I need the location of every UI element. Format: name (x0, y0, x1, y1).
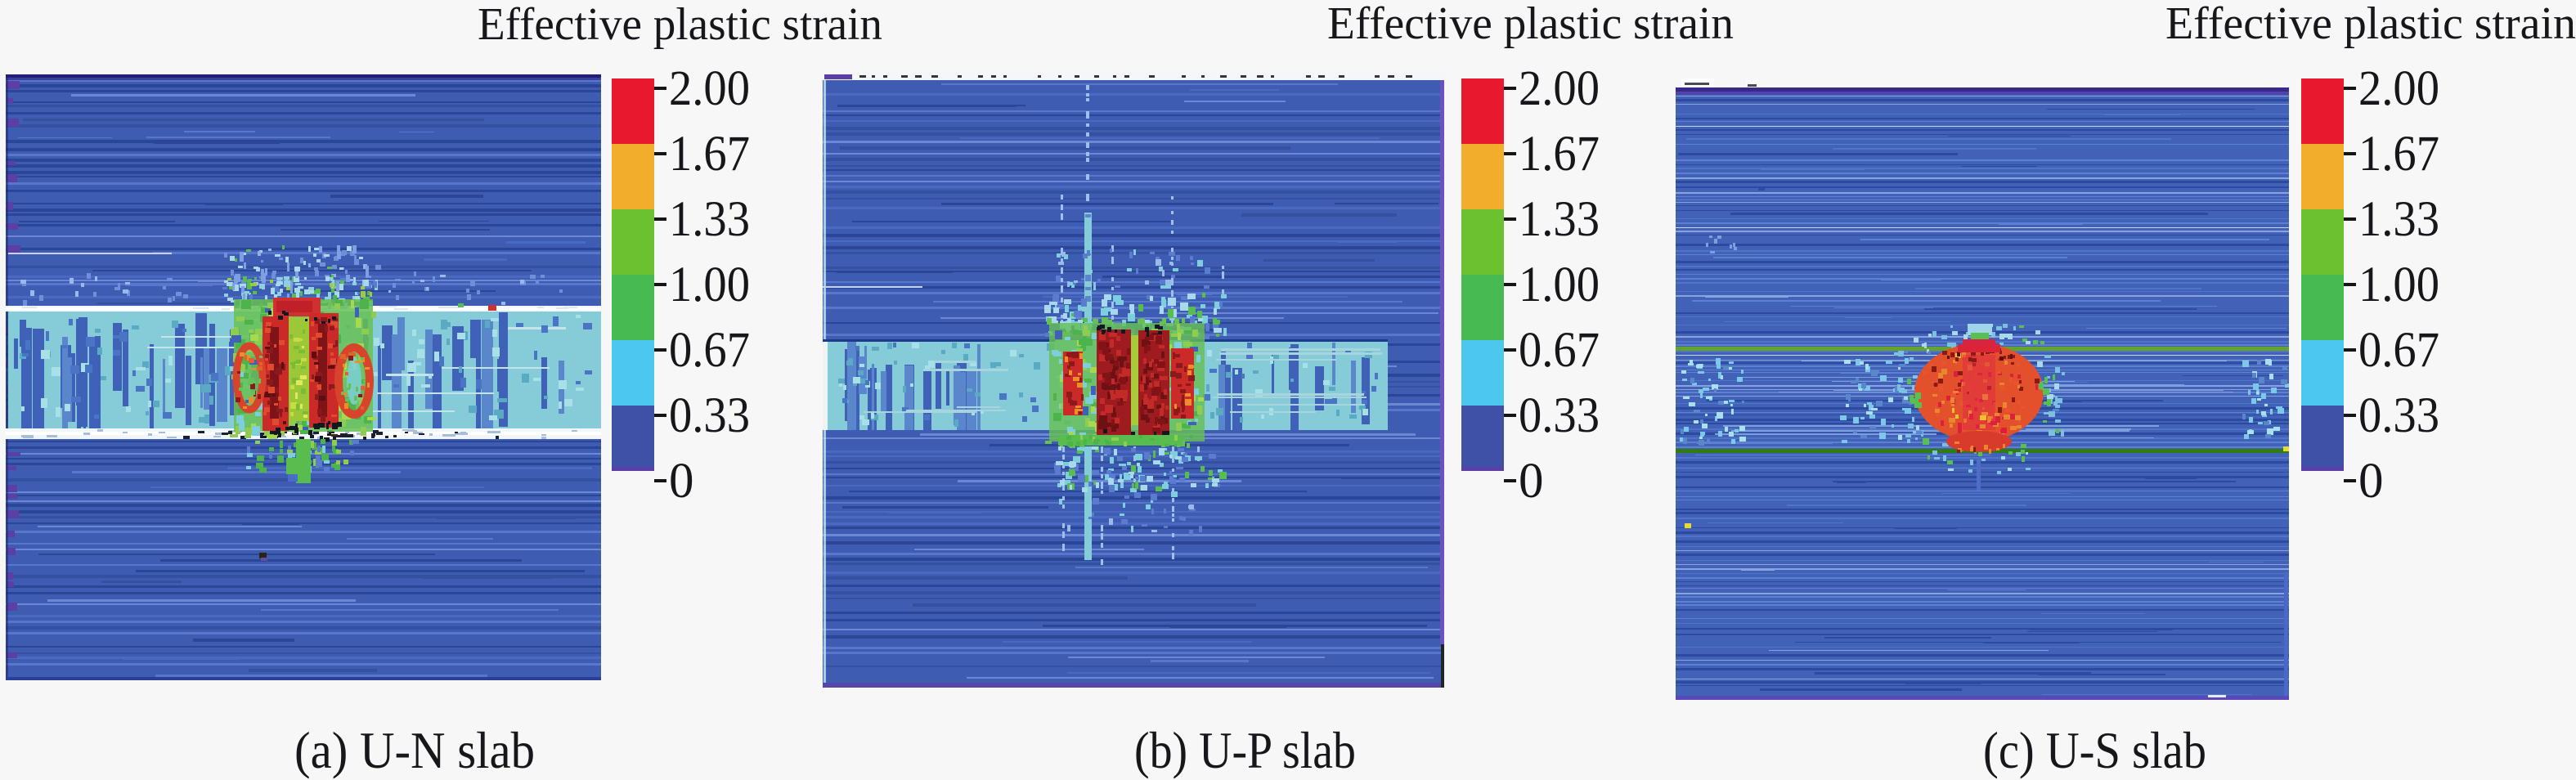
svg-text:0.33: 0.33 (2358, 388, 2439, 443)
svg-text:(c) U-S slab: (c) U-S slab (1983, 722, 2206, 779)
svg-text:(b) U-P slab: (b) U-P slab (1134, 722, 1356, 779)
svg-text:1.00: 1.00 (669, 258, 750, 312)
svg-text:1.00: 1.00 (2358, 258, 2439, 312)
svg-text:Effective plastic strain: Effective plastic strain (2165, 0, 2576, 49)
svg-text:1.67: 1.67 (2358, 127, 2439, 182)
svg-text:2.00: 2.00 (669, 61, 750, 116)
svg-text:2.00: 2.00 (1519, 61, 1600, 116)
svg-text:0.33: 0.33 (1519, 388, 1600, 443)
svg-text:0.33: 0.33 (669, 388, 750, 443)
svg-text:1.00: 1.00 (1519, 258, 1600, 312)
svg-text:0: 0 (669, 454, 694, 509)
svg-text:0.67: 0.67 (669, 323, 750, 378)
svg-text:1.67: 1.67 (669, 127, 750, 182)
svg-text:0: 0 (2358, 454, 2384, 509)
svg-text:(a) U-N slab: (a) U-N slab (294, 722, 535, 779)
svg-text:1.33: 1.33 (669, 192, 750, 247)
svg-text:2.00: 2.00 (2358, 61, 2439, 116)
svg-text:1.33: 1.33 (2358, 192, 2439, 247)
svg-text:1.33: 1.33 (1519, 192, 1600, 247)
svg-text:1.67: 1.67 (1519, 127, 1600, 182)
svg-text:0: 0 (1519, 454, 1544, 509)
svg-text:0.67: 0.67 (1519, 323, 1600, 378)
svg-text:Effective plastic strain: Effective plastic strain (478, 0, 882, 50)
svg-text:0.67: 0.67 (2358, 323, 2439, 378)
svg-text:Effective plastic strain: Effective plastic strain (1327, 0, 1734, 49)
